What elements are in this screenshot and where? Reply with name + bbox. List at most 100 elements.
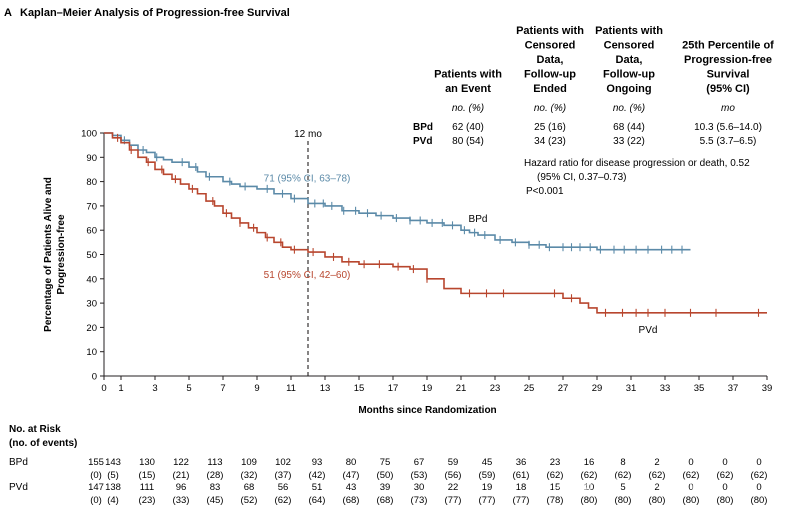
risk-events-bpd-35: (62) xyxy=(683,470,700,481)
table-header-2-line-5: Ended xyxy=(533,83,567,95)
risk-events-bpd-39: (62) xyxy=(751,470,768,481)
risk-n-pvd-29: 10 xyxy=(584,482,595,493)
table-cell-bpd-3: 68 (44) xyxy=(613,122,645,133)
table-header-3-line-1: Patients with xyxy=(595,25,663,37)
risk-n-bpd-21: 59 xyxy=(448,457,459,468)
risk-n-pvd-15: 43 xyxy=(346,482,357,493)
risk-events-bpd-17: (50) xyxy=(377,470,394,481)
x-tick-37: 37 xyxy=(728,383,739,394)
risk-events-pvd-27: (78) xyxy=(547,495,564,506)
x-tick-25: 25 xyxy=(524,383,535,394)
risk-n-bpd-11: 102 xyxy=(275,457,291,468)
x-tick-17: 17 xyxy=(388,383,399,394)
risk-events-pvd-37: (80) xyxy=(717,495,734,506)
risk-events-pvd-5: (33) xyxy=(173,495,190,506)
risk-n-pvd-27: 15 xyxy=(550,482,561,493)
x-tick-39: 39 xyxy=(762,383,773,394)
risk-n-pvd-33: 2 xyxy=(654,482,659,493)
risk-label-bpd: BPd xyxy=(9,457,28,468)
table-cell-pvd-1: 80 (54) xyxy=(452,136,484,147)
risk-n-pvd-21: 22 xyxy=(448,482,459,493)
annotation-pvd: 51 (95% CI, 42–60) xyxy=(264,270,351,281)
risk-n-pvd-11: 56 xyxy=(278,482,289,493)
risk-events-bpd-15: (47) xyxy=(343,470,360,481)
table-header-3-line-2: Censored xyxy=(604,40,655,52)
risk-label-pvd: PVd xyxy=(9,482,28,493)
risk-n-bpd-13: 93 xyxy=(312,457,323,468)
y-tick-0: 0 xyxy=(92,372,97,383)
risk-n-bpd-19: 67 xyxy=(414,457,425,468)
risk-events-bpd-27: (62) xyxy=(547,470,564,481)
risk-events-pvd-33: (80) xyxy=(649,495,666,506)
y-tick-50: 50 xyxy=(86,250,97,261)
table-cell-bpd-4: 10.3 (5.6–14.0) xyxy=(694,122,762,133)
risk-events-bpd-31: (62) xyxy=(615,470,632,481)
y-tick-60: 60 xyxy=(86,226,97,237)
table-row-label-pvd: PVd xyxy=(413,136,432,147)
annotation-bpd: 71 (95% CI, 63–78) xyxy=(264,173,351,184)
x-tick-23: 23 xyxy=(490,383,501,394)
risk-events-pvd-35: (80) xyxy=(683,495,700,506)
y-tick-80: 80 xyxy=(86,177,97,188)
x-tick-11: 11 xyxy=(286,383,296,394)
x-tick-15: 15 xyxy=(354,383,365,394)
risk-n-bpd-39: 0 xyxy=(756,457,761,468)
risk-events-bpd-29: (62) xyxy=(581,470,598,481)
x-axis-label: Months since Randomization xyxy=(358,405,496,416)
risk-heading-line-1: No. at Risk xyxy=(9,424,61,435)
risk-n-bpd-5: 122 xyxy=(173,457,189,468)
x-tick-21: 21 xyxy=(456,383,467,394)
table-cell-bpd-2: 25 (16) xyxy=(534,122,566,133)
risk-n-bpd-37: 0 xyxy=(722,457,727,468)
table-cell-pvd-2: 34 (23) xyxy=(534,136,566,147)
risk-events-bpd-33: (62) xyxy=(649,470,666,481)
risk-events-bpd-21: (56) xyxy=(445,470,462,481)
x-tick-19: 19 xyxy=(422,383,433,394)
risk-heading-line-2: (no. of events) xyxy=(9,438,77,449)
panel-label: A xyxy=(4,7,12,19)
risk-events-pvd-21: (77) xyxy=(445,495,462,506)
risk-events-bpd-5: (21) xyxy=(173,470,190,481)
x-tick-0: 0 xyxy=(101,383,106,394)
risk-events-bpd-11: (37) xyxy=(275,470,292,481)
table-header-1-line-1: Patients with xyxy=(434,69,502,81)
risk-events-bpd-19: (53) xyxy=(411,470,428,481)
risk-events-pvd-29: (80) xyxy=(581,495,598,506)
y-tick-100: 100 xyxy=(81,129,97,140)
risk-n-bpd-0: 155 xyxy=(88,457,104,468)
risk-events-bpd-1: (5) xyxy=(107,470,119,481)
watermark: 知乎 @拿生药店钻研师 xyxy=(540,477,705,496)
risk-n-bpd-29: 16 xyxy=(584,457,595,468)
table-header-2-line-2: Censored xyxy=(525,40,576,52)
x-tick-5: 5 xyxy=(186,383,191,394)
x-tick-9: 9 xyxy=(254,383,259,394)
y-tick-10: 10 xyxy=(86,347,97,358)
table-header-3-line-4: Follow-up xyxy=(603,69,655,81)
risk-events-bpd-37: (62) xyxy=(717,470,734,481)
table-header-2-line-3: Data, xyxy=(537,54,564,66)
series-label-pvd: PVd xyxy=(639,325,658,336)
risk-n-pvd-5: 96 xyxy=(176,482,187,493)
risk-events-bpd-23: (59) xyxy=(479,470,496,481)
risk-events-pvd-25: (77) xyxy=(513,495,530,506)
risk-n-pvd-7: 83 xyxy=(210,482,221,493)
table-header-2-line-4: Follow-up xyxy=(524,69,576,81)
table-header-4-line-4: (95% CI) xyxy=(706,83,750,95)
risk-table: No. at Risk(no. of events)BPd 155(0)143(5… xyxy=(9,424,767,506)
x-tick-3: 3 xyxy=(152,383,157,394)
y-axis-label-line-2: Progression-free xyxy=(56,214,67,294)
risk-n-pvd-19: 30 xyxy=(414,482,425,493)
y-tick-20: 20 xyxy=(86,323,97,334)
x-tick-29: 29 xyxy=(592,383,603,394)
table-header-1-line-2: an Event xyxy=(445,83,491,95)
risk-n-pvd-17: 39 xyxy=(380,482,391,493)
table-header-3-line-3: Data, xyxy=(616,54,643,66)
risk-events-pvd-19: (73) xyxy=(411,495,428,506)
risk-n-bpd-9: 109 xyxy=(241,457,257,468)
risk-events-pvd-11: (62) xyxy=(275,495,292,506)
table-cell-pvd-3: 33 (22) xyxy=(613,136,645,147)
x-tick-33: 33 xyxy=(660,383,671,394)
risk-n-pvd-35: 0 xyxy=(688,482,693,493)
y-tick-70: 70 xyxy=(86,201,97,212)
